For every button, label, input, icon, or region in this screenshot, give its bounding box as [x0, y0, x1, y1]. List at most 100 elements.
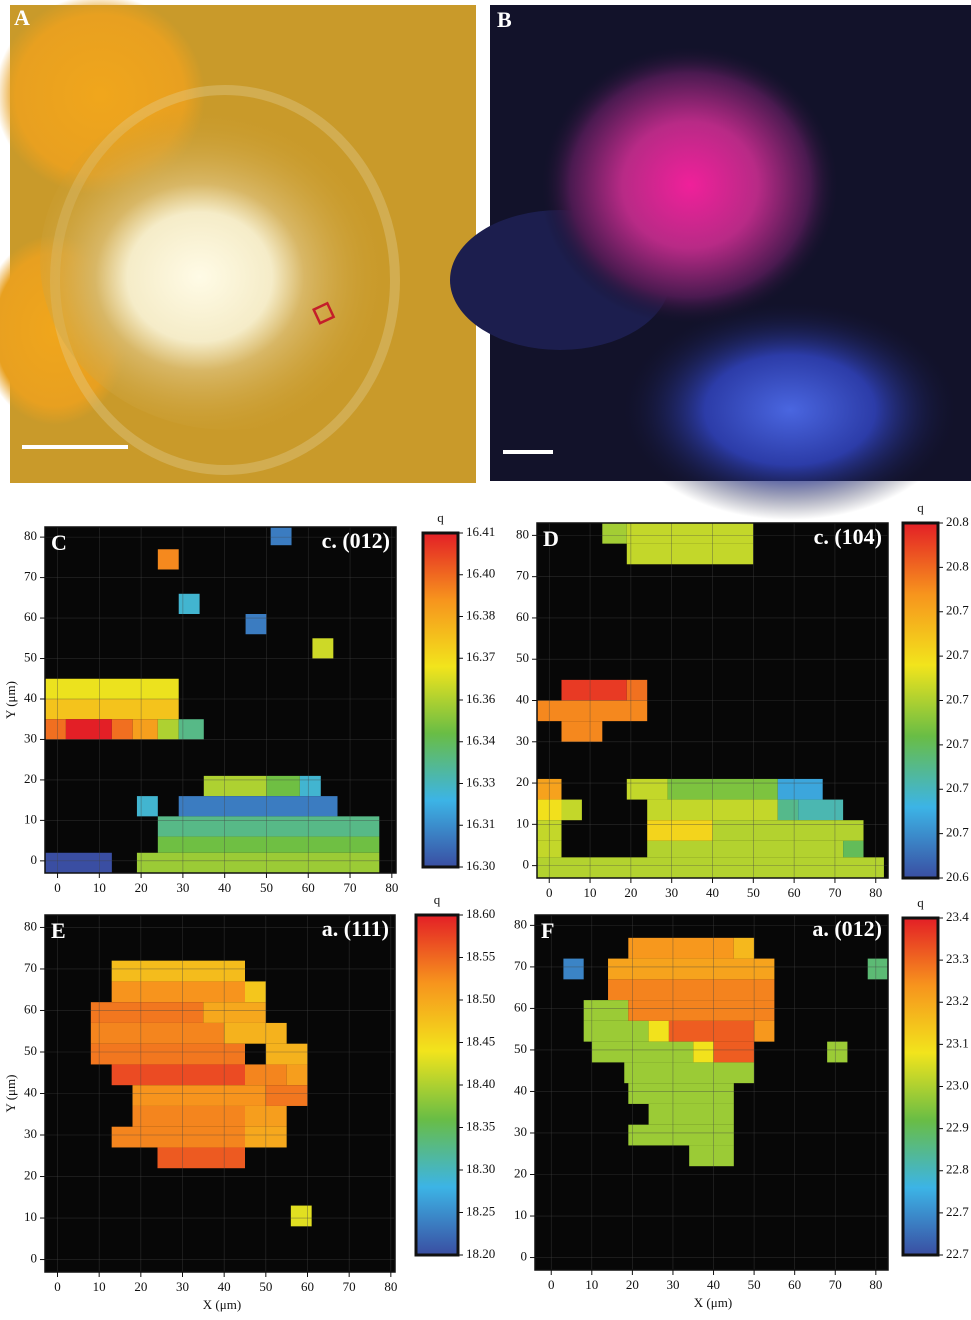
colorbar — [901, 916, 940, 1257]
cells — [537, 523, 884, 878]
heatmap-cell — [867, 958, 888, 980]
colorbar-tick-label: 16.36 — [466, 691, 496, 706]
heatmap-cell — [45, 698, 179, 720]
heatmap-cell — [290, 1205, 312, 1227]
y-tick-label: 50 — [24, 650, 37, 665]
heatmap-cell — [157, 836, 380, 853]
x-tick-label: 70 — [343, 1279, 356, 1294]
heatmap-cell — [628, 1124, 734, 1146]
colorbar-tick-label: 23.3 — [946, 951, 969, 966]
colorbar — [414, 913, 460, 1257]
colorbar-tick-label: 22.7 — [946, 1246, 969, 1261]
colorbar-tick-label: 20.8 — [946, 514, 969, 529]
colorbar-tick-label: 18.25 — [466, 1203, 495, 1218]
heatmap-cell — [203, 775, 267, 797]
colorbar-tick-label: 18.50 — [466, 991, 495, 1006]
heatmap-cell — [583, 1020, 649, 1042]
y-tick-label: 30 — [24, 1126, 37, 1141]
colorbar-title: q — [917, 895, 924, 910]
x-tick-label: 30 — [176, 880, 189, 895]
heatmap-cell — [265, 1043, 308, 1065]
colorbar-tick-label: 23.1 — [946, 1035, 969, 1050]
heatmap-cell — [245, 614, 267, 635]
colorbar-tick-label: 16.38 — [466, 607, 495, 622]
heatmap-cell — [628, 937, 734, 959]
heatmap-cell — [537, 700, 648, 722]
heatmap-cell — [608, 979, 775, 1001]
colorbar-title: q — [434, 892, 441, 907]
colorbar-tick-label: 23.4 — [946, 909, 969, 924]
heatmap-cell — [648, 1103, 734, 1125]
plot-frame — [534, 914, 889, 1271]
x-tick-label: 20 — [134, 1279, 147, 1294]
plot-frame — [536, 522, 889, 879]
x-tick-label: 0 — [54, 880, 61, 895]
heatmap-cell — [111, 1126, 246, 1148]
panel-label: C — [51, 530, 67, 555]
x-tick-label: 0 — [548, 1277, 555, 1292]
heatmap-cell — [111, 960, 246, 982]
x-tick-label: 70 — [344, 880, 357, 895]
heatmap-cell — [265, 1085, 308, 1106]
heatmap-cell — [45, 719, 66, 740]
y-tick-label: 60 — [514, 999, 527, 1014]
cells — [563, 937, 888, 1167]
y-tick-label: 10 — [514, 1207, 527, 1222]
heatmap-cell — [178, 719, 204, 740]
x-axis-label: X (μm) — [203, 1297, 241, 1312]
heatmap-cell — [626, 679, 648, 701]
heatmap-cell — [132, 1105, 245, 1127]
y-tick-label: 30 — [514, 1124, 527, 1139]
y-tick-label: 70 — [514, 958, 527, 973]
y-tick-label: 20 — [514, 1165, 527, 1180]
colorbar-tick-label: 20.7 — [946, 647, 969, 662]
heatmap-cell — [712, 820, 864, 841]
colorbar-tick-label: 22.9 — [946, 1120, 969, 1135]
heatmap-cell — [178, 593, 200, 615]
x-tick-label: 60 — [302, 880, 315, 895]
heatmap-cell — [245, 981, 266, 1003]
x-tick-label: 80 — [869, 885, 882, 900]
heatmap-cell — [90, 1002, 204, 1023]
colorbar-tick-label: 20.8 — [946, 558, 969, 573]
colorbar-tick-label: 16.31 — [466, 816, 495, 831]
heatmap-cell — [157, 816, 380, 837]
heatmap-cell — [111, 1064, 246, 1086]
x-tick-label: 20 — [624, 885, 637, 900]
x-tick-label: 0 — [546, 885, 553, 900]
y-tick-label: 20 — [24, 771, 37, 786]
heatmap-cell — [537, 857, 884, 878]
heatmap-cell — [777, 799, 799, 821]
heatmap-cell — [689, 1145, 734, 1167]
colorbar-tick-label: 18.30 — [466, 1161, 495, 1176]
colorbar-tick-label: 20.7 — [946, 780, 969, 795]
heatmap-cell — [668, 1020, 755, 1042]
x-tick-label: 80 — [869, 1277, 882, 1292]
y-tick-label: 10 — [516, 815, 529, 830]
y-tick-label: 10 — [24, 811, 37, 826]
x-tick-label: 40 — [707, 1277, 720, 1292]
colorbar-tick-label: 20.7 — [946, 736, 969, 751]
panel-label: A — [14, 5, 30, 30]
y-tick-label: 30 — [24, 730, 37, 745]
heatmap-cell — [286, 1064, 308, 1086]
colorbar-title: q — [437, 510, 444, 525]
y-tick-label: 70 — [24, 960, 37, 975]
x-tick-label: 30 — [665, 885, 678, 900]
heatmap-cell — [563, 958, 584, 980]
y-tick-label: 70 — [516, 568, 529, 583]
scale-bar — [22, 445, 128, 449]
photo-b: B — [450, 5, 971, 520]
x-tick-label: 60 — [788, 1277, 801, 1292]
heatmap-cell — [628, 1083, 734, 1104]
heatmap-cell — [583, 1000, 629, 1021]
heatmap-cell — [602, 523, 627, 544]
x-tick-label: 10 — [93, 880, 106, 895]
colorbar-tick-label: 23.0 — [946, 1077, 969, 1092]
y-tick-label: 80 — [24, 528, 37, 543]
colorbar-tick-label: 20.7 — [946, 691, 969, 706]
y-tick-label: 80 — [516, 526, 529, 541]
y-tick-label: 60 — [24, 1001, 37, 1016]
heatmap-cell — [136, 796, 158, 817]
photo-center — [40, 90, 420, 430]
